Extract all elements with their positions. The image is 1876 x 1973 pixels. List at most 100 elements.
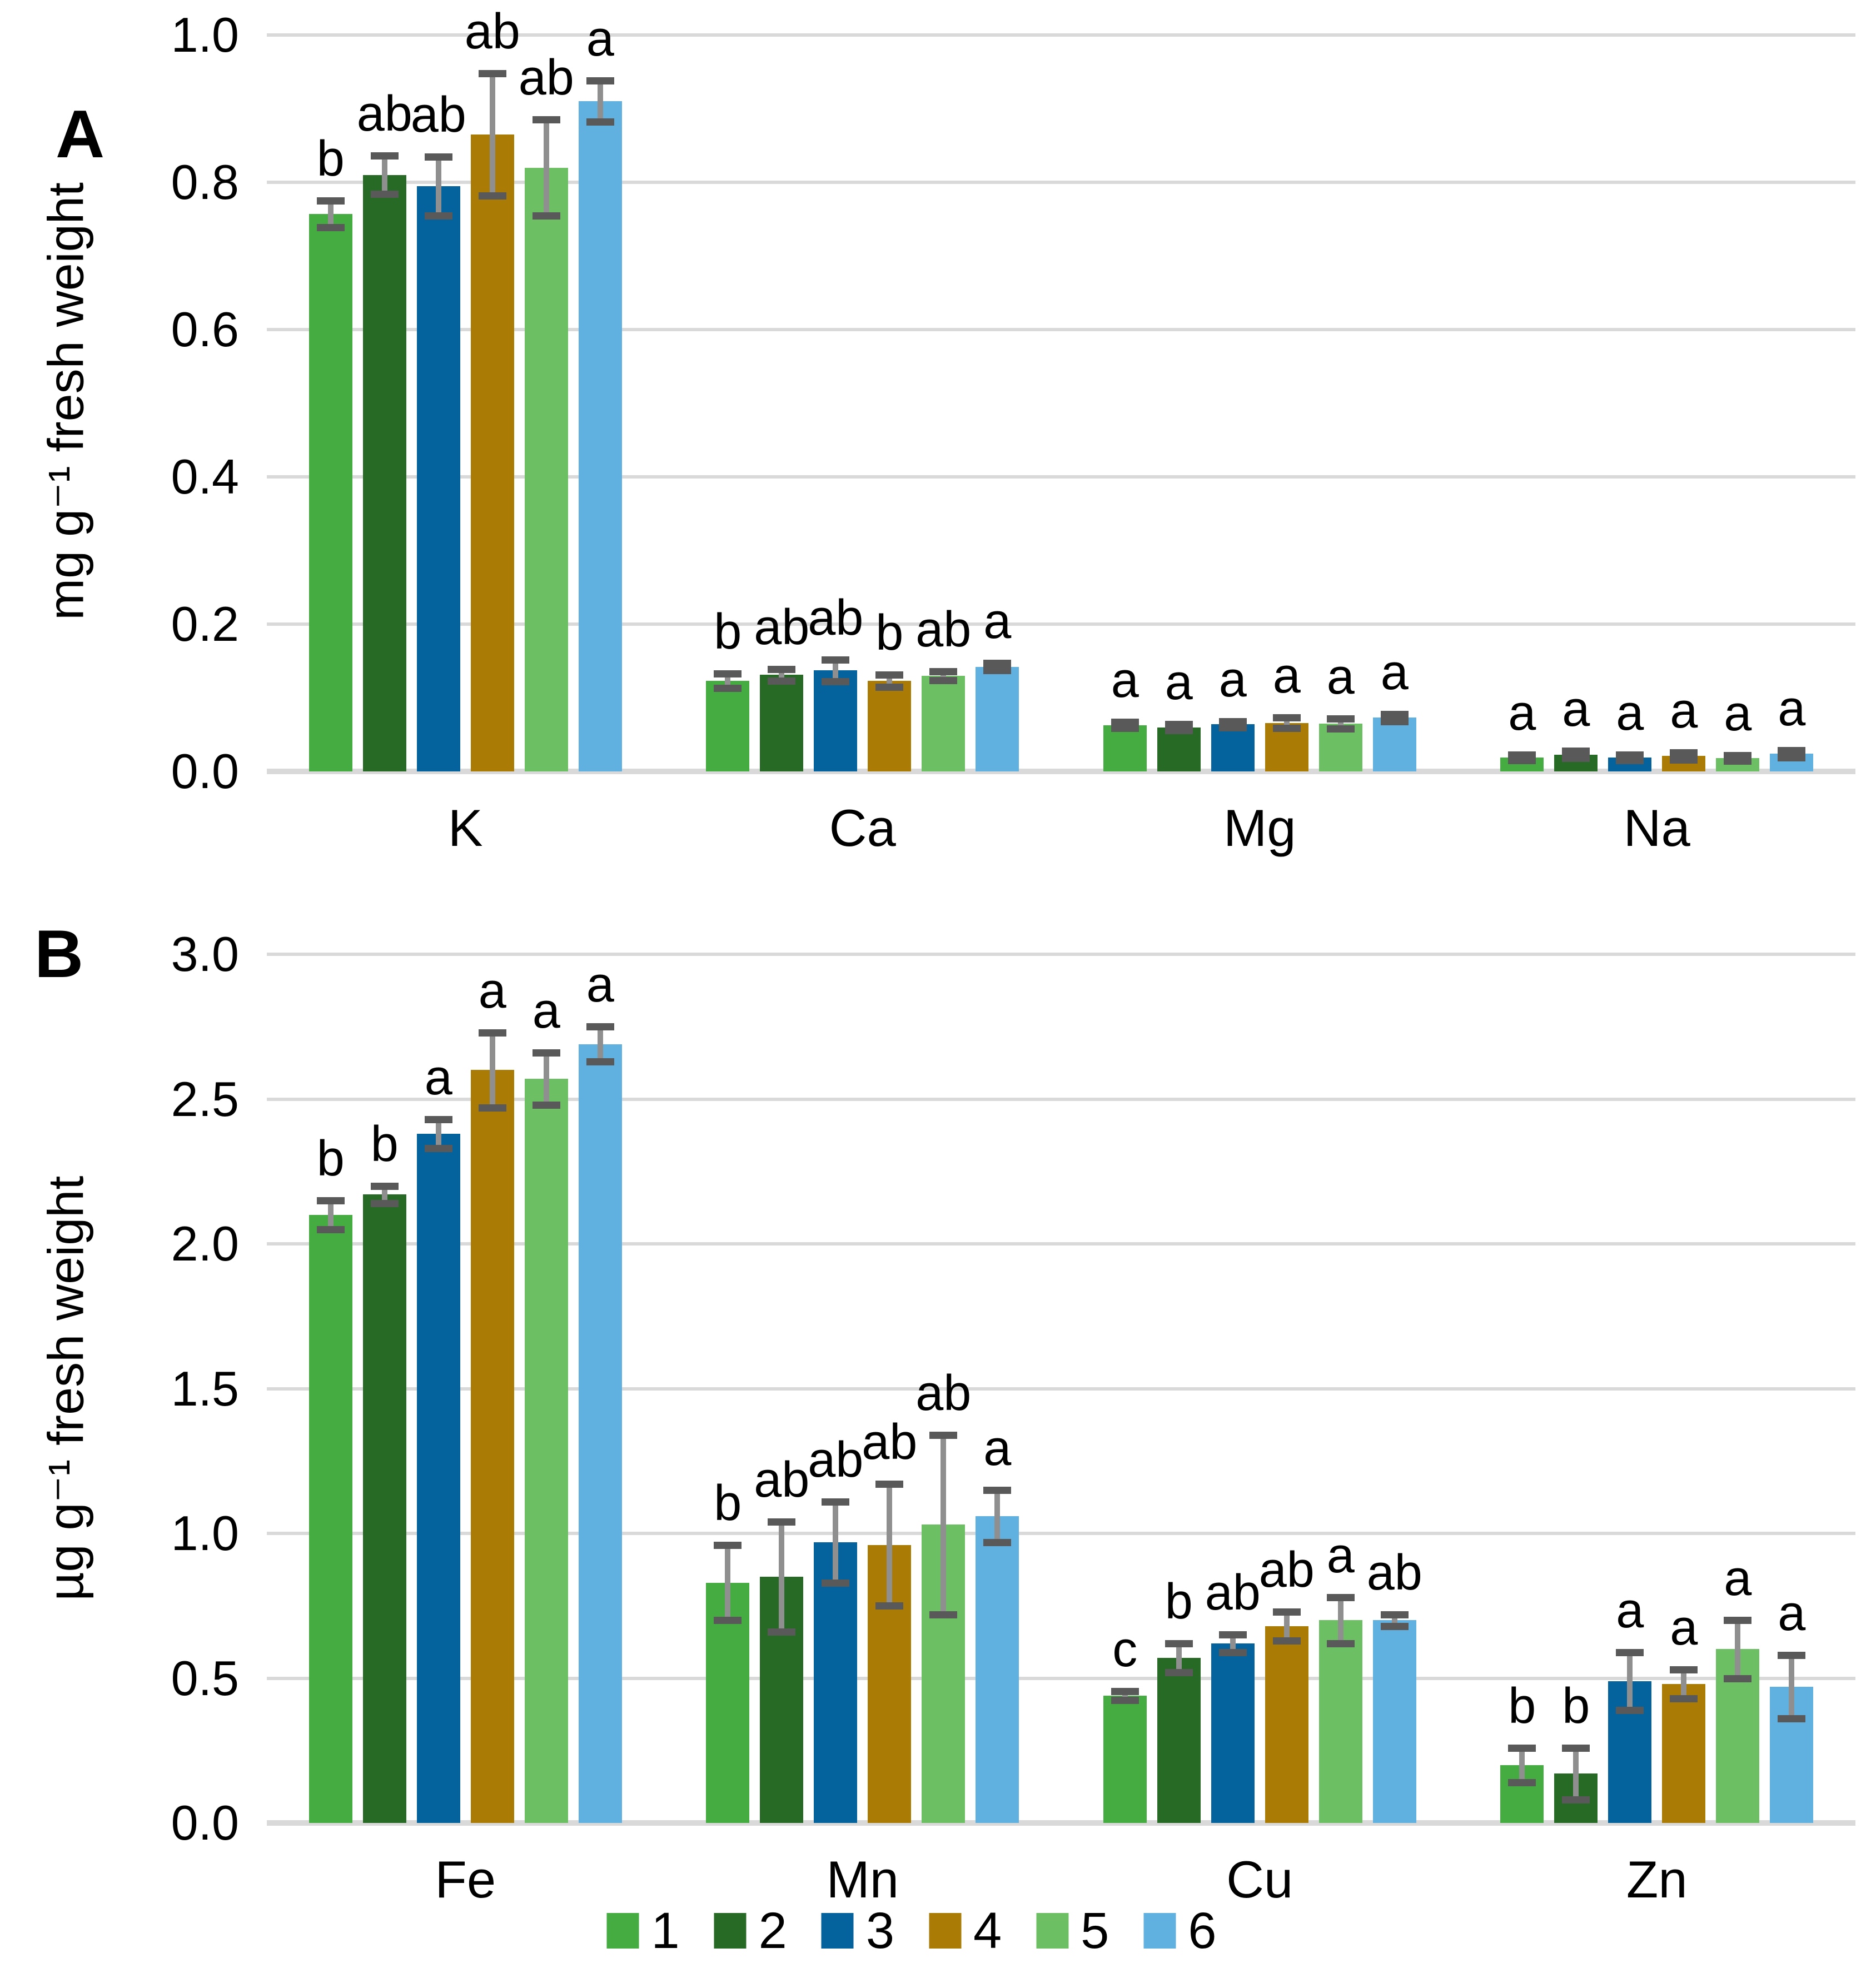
- sig-letter-Mg-series-4: a: [1272, 648, 1301, 704]
- error-bar-cap-top: [1326, 1593, 1355, 1601]
- error-bar-Zn-series-6: [1789, 1655, 1795, 1719]
- error-bar-cap-top: [316, 1197, 345, 1204]
- y-tick-label: 1.0: [171, 1506, 239, 1561]
- error-bar-Cu-series-5: [1337, 1597, 1343, 1643]
- x-category-label-Zn: Zn: [1626, 1850, 1688, 1909]
- error-bar-cap-top: [586, 77, 614, 85]
- x-category-label-Ca: Ca: [829, 799, 896, 857]
- gridline: [267, 1242, 1855, 1245]
- error-bar-cap-bottom: [714, 685, 742, 692]
- gridline: [267, 181, 1855, 184]
- bar-Ca-series-6: [976, 666, 1019, 771]
- bar-Mg-series-6: [1372, 718, 1416, 771]
- error-bar-cap-top: [929, 667, 958, 675]
- error-bar-cap-bottom: [1111, 1696, 1139, 1704]
- error-bar-cap-top: [983, 660, 1012, 667]
- error-bar-cap-bottom: [370, 191, 399, 198]
- sig-letter-Cu-series-6: ab: [1366, 1544, 1422, 1601]
- y-tick-label: 0.2: [171, 596, 239, 651]
- error-bar-cap-top: [1272, 1608, 1301, 1616]
- sig-letter-Na-series-4: a: [1670, 682, 1698, 739]
- error-bar-cap-top: [1562, 1744, 1590, 1752]
- gridline: [267, 1387, 1855, 1391]
- error-bar-cap-top: [714, 670, 742, 677]
- legend-label-4: 4: [973, 1902, 1002, 1959]
- error-bar-K-series-2: [381, 156, 387, 195]
- error-bar-cap-bottom: [1508, 757, 1536, 765]
- legend-item-4: 4: [929, 1905, 1002, 1956]
- legend-label-6: 6: [1188, 1902, 1217, 1959]
- error-bar-K-series-4: [489, 73, 495, 196]
- sig-letter-Fe-series-1: b: [316, 1130, 345, 1187]
- bar-Fe-series-5: [524, 1079, 568, 1823]
- y-tick-label: 1.0: [171, 7, 239, 62]
- error-bar-cap-top: [478, 69, 506, 77]
- error-bar-cap-bottom: [1724, 758, 1752, 765]
- error-bar-cap-bottom: [1508, 1779, 1536, 1787]
- error-bar-cap-bottom: [929, 1611, 958, 1618]
- error-bar-cap-bottom: [478, 1104, 506, 1112]
- error-bar-Ca-series-1: [725, 673, 731, 689]
- error-bar-cap-top: [316, 197, 345, 205]
- bar-Fe-series-1: [308, 1214, 352, 1823]
- sig-letter-Fe-series-5: a: [532, 983, 560, 1039]
- sig-letter-Mg-series-6: a: [1380, 644, 1409, 700]
- error-bar-cap-top: [424, 1115, 452, 1123]
- error-bar-Ca-series-2: [779, 669, 785, 681]
- sig-letter-Na-series-1: a: [1508, 685, 1536, 741]
- error-bar-cap-top: [1562, 747, 1590, 755]
- bar-Ca-series-1: [706, 681, 750, 771]
- error-bar-cap-bottom: [1111, 724, 1139, 732]
- x-category-label-Na: Na: [1623, 799, 1690, 857]
- error-bar-cap-top: [1508, 1744, 1536, 1752]
- error-bar-Fe-series-5: [543, 1053, 549, 1105]
- error-bar-cap-bottom: [1326, 1640, 1355, 1647]
- error-bar-cap-top: [768, 1518, 796, 1526]
- error-bar-Fe-series-4: [489, 1032, 495, 1108]
- error-bar-cap-top: [1724, 1617, 1752, 1625]
- sig-letter-Na-series-2: a: [1562, 681, 1590, 737]
- error-bar-cap-top: [1616, 751, 1644, 759]
- error-bar-cap-top: [532, 116, 560, 124]
- y-tick-label: 0.6: [171, 302, 239, 357]
- y-tick-label: 0.8: [171, 155, 239, 210]
- x-category-label-Cu: Cu: [1226, 1850, 1293, 1909]
- error-bar-cap-bottom: [1616, 757, 1644, 765]
- error-bar-cap-bottom: [1778, 754, 1806, 761]
- error-bar-cap-top: [370, 1182, 399, 1190]
- panel-letter-a: A: [56, 96, 105, 172]
- bar-Cu-series-4: [1265, 1626, 1308, 1823]
- bar-Ca-series-3: [814, 670, 858, 771]
- error-bar-Zn-series-5: [1735, 1620, 1741, 1678]
- sig-letter-K-series-1: b: [316, 131, 345, 187]
- error-bar-cap-bottom: [1165, 726, 1193, 734]
- error-bar-Cu-series-2: [1176, 1643, 1182, 1673]
- bar-Mg-series-3: [1211, 724, 1255, 771]
- error-bar-cap-top: [1272, 714, 1301, 722]
- sig-letter-K-series-2: ab: [356, 86, 412, 142]
- error-bar-Mn-series-3: [833, 1501, 839, 1583]
- bar-K-series-2: [362, 175, 406, 771]
- bar-K-series-4: [470, 134, 514, 771]
- error-bar-Ca-series-3: [833, 659, 839, 682]
- sig-letter-K-series-3: ab: [410, 87, 466, 143]
- sig-letter-Ca-series-4: b: [875, 605, 904, 661]
- legend-swatch-4: [929, 1913, 961, 1949]
- sig-letter-Cu-series-5: a: [1326, 1527, 1355, 1583]
- error-bar-cap-top: [1218, 1631, 1247, 1639]
- y-tick-label: 2.0: [171, 1216, 239, 1271]
- error-bar-Zn-series-3: [1627, 1652, 1633, 1710]
- sig-letter-Na-series-5: a: [1724, 685, 1752, 741]
- legend-item-3: 3: [821, 1905, 894, 1956]
- y-tick-label: 2.5: [171, 1071, 239, 1127]
- y-tick-label: 0.5: [171, 1650, 239, 1706]
- error-bar-cap-top: [875, 1481, 904, 1488]
- error-bar-Fe-series-6: [597, 1027, 603, 1062]
- error-bar-K-series-6: [597, 81, 603, 122]
- error-bar-cap-bottom: [586, 118, 614, 126]
- panel-letter-b: B: [34, 916, 84, 992]
- sig-letter-Mn-series-4: ab: [862, 1414, 918, 1471]
- sig-letter-Fe-series-3: a: [424, 1049, 452, 1105]
- sig-letter-Cu-series-4: ab: [1258, 1542, 1315, 1598]
